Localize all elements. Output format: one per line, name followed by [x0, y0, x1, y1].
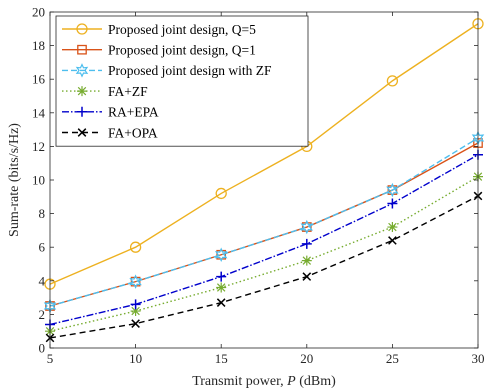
legend-label: FA+OPA [108, 125, 158, 140]
series-line [49, 23, 479, 285]
data-point [129, 274, 142, 289]
data-point [388, 236, 397, 245]
legend-label: RA+EPA [108, 105, 159, 120]
legend-label: Proposed joint design, Q=5 [108, 22, 256, 37]
data-point [129, 241, 142, 253]
legend-entry: Proposed joint design, Q=5 [62, 22, 256, 37]
data-point [216, 271, 227, 282]
data-point [301, 255, 312, 266]
x-tick-label: 10 [129, 351, 142, 366]
data-point [301, 238, 312, 249]
series-line [49, 154, 479, 326]
data-point [216, 282, 227, 293]
data-point [130, 299, 141, 310]
series-layer [43, 18, 485, 343]
y-tick-label: 20 [32, 5, 45, 20]
legend-marker [77, 44, 87, 55]
y-tick-label: 12 [32, 139, 45, 154]
x-tick-label: 15 [215, 351, 228, 366]
data-point [387, 222, 398, 233]
data-point [214, 247, 228, 262]
data-point [130, 276, 141, 287]
y-tick-label: 0 [39, 341, 46, 356]
legend-label: FA+ZF [108, 84, 148, 99]
y-tick-label: 10 [32, 173, 45, 188]
data-point [387, 185, 398, 195]
legend-entry: FA+ZF [62, 84, 148, 99]
series-line [49, 176, 479, 332]
y-tick-label: 4 [39, 273, 46, 288]
legend-marker [77, 86, 87, 97]
x-tick-label: 20 [300, 351, 313, 366]
x-axis-label: Transmit power, P (dBm) [192, 374, 336, 389]
y-tick-label: 14 [32, 105, 46, 120]
legend-label: Proposed joint design, Q=1 [108, 43, 256, 58]
legend-marker [77, 106, 87, 117]
data-point [215, 187, 227, 200]
legend: Proposed joint design, Q=5 Proposed joint… [55, 15, 309, 147]
legend-marker [77, 128, 87, 137]
series-line [49, 137, 479, 307]
data-point [130, 306, 141, 317]
series-group [43, 130, 485, 314]
legend-entry: Proposed joint design with ZF [62, 63, 272, 78]
legend-entry: Proposed joint design, Q=1 [62, 43, 256, 58]
y-tick-label: 8 [39, 206, 46, 221]
x-tick-label: 30 [472, 351, 485, 366]
y-axis-ticks: 0 2 4 6 8 10 12 14 16 18 20 [32, 5, 478, 356]
y-tick-label: 18 [32, 38, 45, 53]
data-point [302, 272, 312, 281]
legend-marker [75, 63, 89, 78]
x-axis-label-variable: P [286, 374, 296, 389]
x-tick-label: 25 [386, 351, 399, 366]
y-tick-label: 2 [39, 307, 46, 322]
series-line [49, 195, 479, 339]
y-tick-label: 6 [39, 240, 46, 255]
x-axis-label-prefix: Transmit power, [192, 374, 287, 389]
legend-entry: RA+EPA [62, 105, 159, 120]
legend-entry: FA+OPA [62, 125, 158, 140]
data-point [387, 198, 398, 209]
legend-marker [76, 23, 88, 35]
data-point [386, 75, 399, 87]
x-axis-label-suffix: (dBm) [296, 374, 336, 389]
data-point [216, 249, 227, 260]
x-tick-label: 5 [47, 351, 54, 366]
x-axis-ticks: 5 10 15 20 25 30 [47, 12, 485, 366]
data-point [386, 182, 399, 198]
data-point [216, 298, 226, 307]
y-axis-label: Sum-rate (bits/s/Hz) [7, 123, 22, 237]
data-point [301, 222, 312, 232]
legend-box [55, 15, 309, 147]
y-tick-label: 16 [32, 72, 46, 87]
data-point [300, 219, 314, 235]
data-point [131, 319, 140, 328]
legend-label: Proposed joint design with ZF [108, 63, 272, 78]
